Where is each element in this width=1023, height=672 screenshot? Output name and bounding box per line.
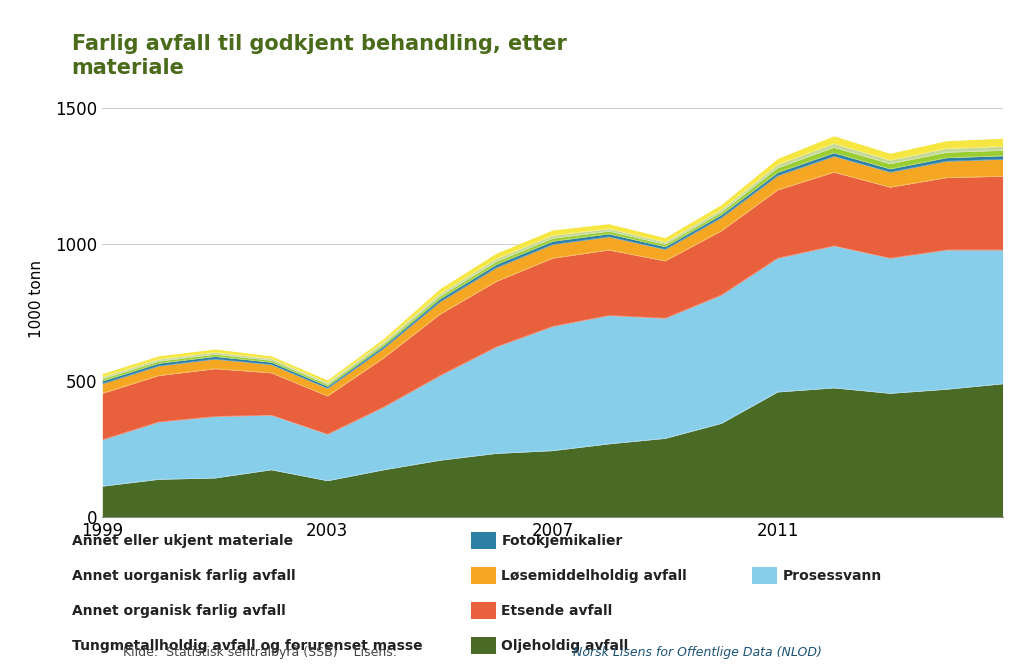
Text: Annet organisk farlig avfall: Annet organisk farlig avfall bbox=[72, 604, 285, 618]
Text: Kilde:  Statistisk sentralbyrå (SSB)    Lisens:: Kilde: Statistisk sentralbyrå (SSB) Lise… bbox=[123, 644, 405, 659]
Y-axis label: 1000 tonn: 1000 tonn bbox=[30, 260, 44, 338]
Text: Prosessvann: Prosessvann bbox=[783, 569, 882, 583]
Text: Norsk Lisens for Offentlige Data (NLOD): Norsk Lisens for Offentlige Data (NLOD) bbox=[573, 646, 821, 659]
Text: Farlig avfall til godkjent behandling, etter
materiale: Farlig avfall til godkjent behandling, e… bbox=[72, 34, 567, 79]
Text: Oljeholdig avfall: Oljeholdig avfall bbox=[501, 639, 628, 653]
Text: Tungmetallholdig avfall og forurenset masse: Tungmetallholdig avfall og forurenset ma… bbox=[72, 639, 422, 653]
Text: Fotokjemikalier: Fotokjemikalier bbox=[501, 534, 623, 548]
Text: Annet eller ukjent materiale: Annet eller ukjent materiale bbox=[72, 534, 293, 548]
Text: Etsende avfall: Etsende avfall bbox=[501, 604, 613, 618]
Text: Løsemiddelholdig avfall: Løsemiddelholdig avfall bbox=[501, 569, 687, 583]
Text: Annet uorganisk farlig avfall: Annet uorganisk farlig avfall bbox=[72, 569, 296, 583]
